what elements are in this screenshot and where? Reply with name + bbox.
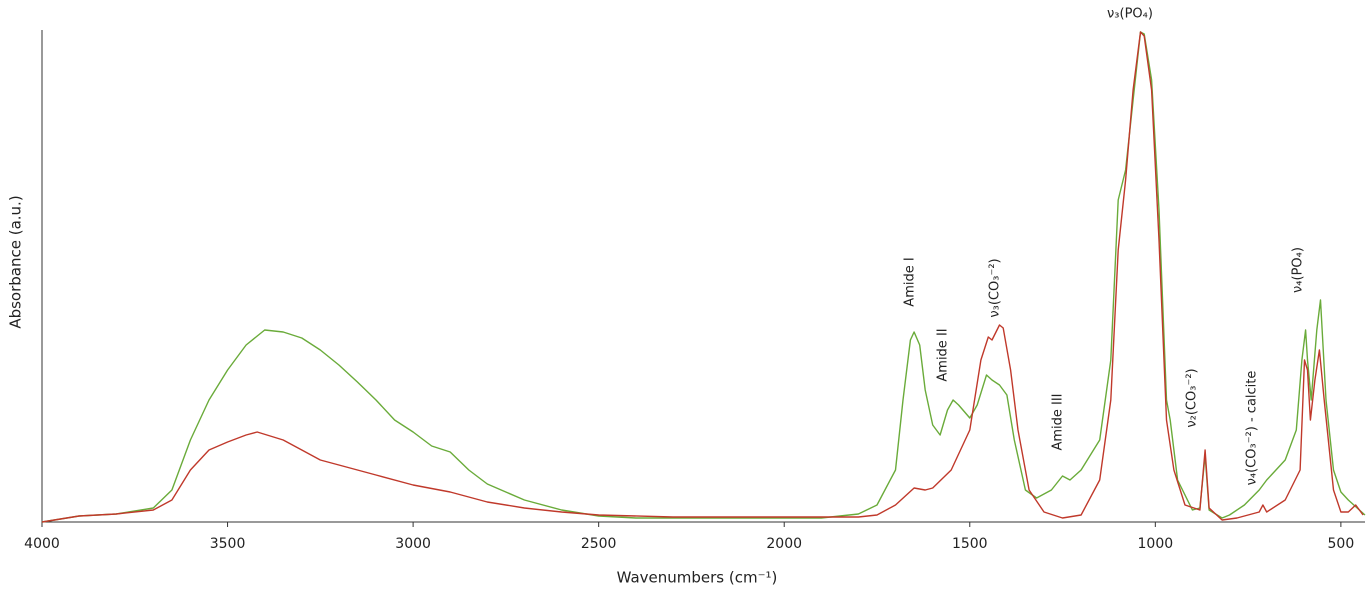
peak-annotation: ν₄(CO₃⁻²) - calcite — [1245, 371, 1260, 486]
x-tick-label: 1500 — [952, 536, 988, 552]
x-tick-label: 3500 — [210, 536, 246, 552]
peak-annotation: ν₂(CO₃⁻²) — [1185, 368, 1200, 427]
peak-annotation: ν₃(CO₃⁻²) — [988, 258, 1003, 317]
peak-annotation: ν₄(PO₄) — [1291, 247, 1306, 293]
x-tick-label: 4000 — [24, 536, 60, 552]
x-tick-label: 500 — [1328, 536, 1355, 552]
x-tick-label: 1000 — [1138, 536, 1174, 552]
x-tick-label: 2000 — [766, 536, 802, 552]
peak-annotation: Amide III — [1051, 393, 1066, 450]
x-tick-label: 2500 — [581, 536, 617, 552]
spectrum-line — [41, 31, 1364, 523]
spectrum-line — [41, 31, 1366, 523]
peak-annotation: ν₃(PO₄) — [1107, 7, 1153, 22]
peak-annotation: Amide I — [903, 257, 918, 306]
peak-annotation: Amide II — [936, 328, 951, 381]
x-axis-label: Wavenumbers (cm⁻¹) — [617, 569, 778, 587]
x-tick-label: 3000 — [395, 536, 431, 552]
y-axis-label: Absorbance (a.u.) — [7, 195, 25, 328]
